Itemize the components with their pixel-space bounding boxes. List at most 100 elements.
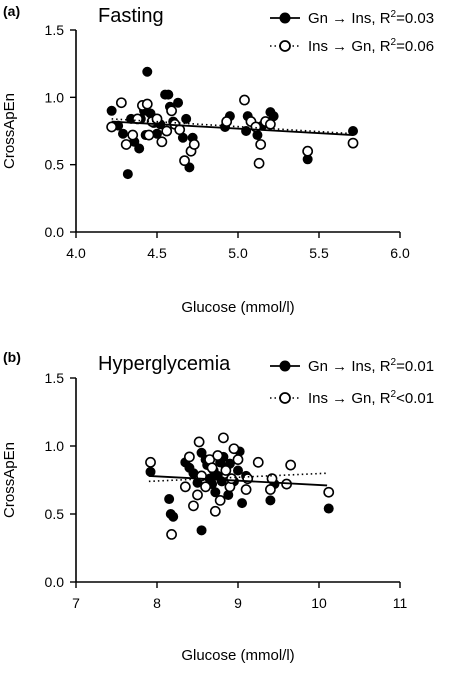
data-point xyxy=(196,525,207,536)
x-tick-label: 6.0 xyxy=(390,245,410,261)
data-point xyxy=(115,97,127,109)
chart-title: Fasting xyxy=(98,5,164,27)
data-point xyxy=(142,66,153,77)
regression-line-ins-gn xyxy=(148,472,328,483)
data-point xyxy=(181,113,192,124)
data-point xyxy=(232,454,244,465)
data-point xyxy=(206,462,218,474)
data-point xyxy=(120,139,132,150)
data-point xyxy=(220,465,232,476)
data-point xyxy=(285,459,297,471)
data-point xyxy=(214,494,226,506)
data-point xyxy=(161,125,173,137)
data-point xyxy=(134,143,145,154)
data-point xyxy=(265,495,276,506)
panel-label: (a) xyxy=(3,3,20,19)
x-tick-label: 4.0 xyxy=(66,245,86,261)
x-tick-label: 4.5 xyxy=(147,245,167,261)
y-axis-label: CrossApEn xyxy=(1,442,18,518)
data-point xyxy=(264,484,276,495)
data-point xyxy=(302,145,314,157)
data-point xyxy=(183,451,195,463)
data-point xyxy=(173,97,184,108)
data-point xyxy=(166,529,177,540)
data-point xyxy=(188,139,200,150)
data-point xyxy=(127,129,139,141)
legend-marker xyxy=(279,360,291,372)
data-point xyxy=(106,105,117,116)
series-ins-gn xyxy=(145,432,335,540)
legend-label: Gn → Ins, R2=0.01 xyxy=(308,357,434,375)
y-tick-label: 1.5 xyxy=(45,370,65,386)
chart-panel-fasting: (a) Fasting 0.0 0.5 1.0 1.5 4.0 4.5 5.0 5.5 6.0 Glu… xyxy=(1,3,434,316)
data-point xyxy=(218,432,229,444)
legend-label-value: =0.06 xyxy=(396,38,434,55)
legend-label-value: =0.01 xyxy=(396,358,434,375)
legend-label-superscript: 2 xyxy=(391,357,397,368)
y-tick-label: 1.0 xyxy=(45,438,65,454)
legend-label-name: Gn → Ins, R xyxy=(308,10,391,27)
chart-title: Hyperglycemia xyxy=(98,353,231,375)
data-point xyxy=(209,505,221,517)
legend-marker xyxy=(279,12,291,24)
x-tick-label: 11 xyxy=(393,595,408,611)
data-point xyxy=(117,128,128,139)
legend: Gn → Ins, R2=0.01 Ins → Gn, R2<0.01 xyxy=(270,357,434,407)
y-tick-label: 0.0 xyxy=(45,224,65,240)
data-point xyxy=(240,484,252,495)
data-point xyxy=(188,500,199,512)
legend-label-name: Gn → Ins, R xyxy=(308,358,391,375)
y-axis-label: CrossApEn xyxy=(1,93,18,169)
y-tick-label: 0.5 xyxy=(45,157,65,173)
data-point xyxy=(226,473,237,485)
data-point xyxy=(323,486,335,498)
panel-label: (b) xyxy=(3,349,21,365)
x-axis-label: Glucose (mmol/l) xyxy=(181,647,294,664)
data-point xyxy=(347,137,359,149)
y-tick-label: 0.5 xyxy=(45,506,65,522)
legend-label-value: =0.03 xyxy=(396,10,434,27)
x-tick-label: 5.0 xyxy=(228,245,248,261)
legend-label: Ins → Gn, R2=0.06 xyxy=(308,37,434,55)
data-point xyxy=(179,155,190,167)
data-point xyxy=(145,466,156,477)
data-point xyxy=(166,105,177,117)
data-point xyxy=(163,89,174,100)
legend-label-name: Ins → Gn, R xyxy=(308,38,391,55)
data-point xyxy=(156,136,168,148)
legend-marker xyxy=(279,40,291,52)
data-point xyxy=(252,456,264,468)
y-tick-label: 1.0 xyxy=(45,89,65,105)
x-tick-label: 10 xyxy=(311,595,327,611)
data-point xyxy=(143,129,155,141)
data-point xyxy=(200,481,211,493)
chart-panel-hyperglycemia: (b) Hyperglycemia 0.0 0.5 1.0 1.5 7 8 9 10 11 Gluco… xyxy=(1,349,434,664)
data-point xyxy=(228,443,240,455)
y-tick-label: 1.5 xyxy=(45,22,65,38)
regression-line-gn-ins xyxy=(148,475,328,487)
data-point xyxy=(255,139,267,150)
data-point xyxy=(239,94,250,106)
x-tick-label: 9 xyxy=(234,595,242,611)
data-point xyxy=(179,481,191,493)
data-point xyxy=(212,450,224,461)
y-tick-label: 0.0 xyxy=(45,574,65,590)
regression-line-gn-ins xyxy=(111,120,354,136)
data-point xyxy=(237,498,248,509)
data-point xyxy=(192,489,203,501)
data-point xyxy=(241,126,252,137)
data-point xyxy=(210,487,221,498)
data-point xyxy=(168,511,179,522)
legend-label-superscript: 2 xyxy=(391,37,397,48)
data-point xyxy=(141,98,153,110)
x-tick-label: 7 xyxy=(72,595,80,611)
legend-label-superscript: 2 xyxy=(391,9,397,20)
legend-label: Gn → Ins, R2=0.03 xyxy=(308,9,434,27)
data-point xyxy=(164,494,175,505)
legend-label-name: Ins → Gn, R xyxy=(308,390,391,407)
legend-label: Ins → Gn, R2<0.01 xyxy=(308,389,434,407)
data-point xyxy=(232,465,243,476)
